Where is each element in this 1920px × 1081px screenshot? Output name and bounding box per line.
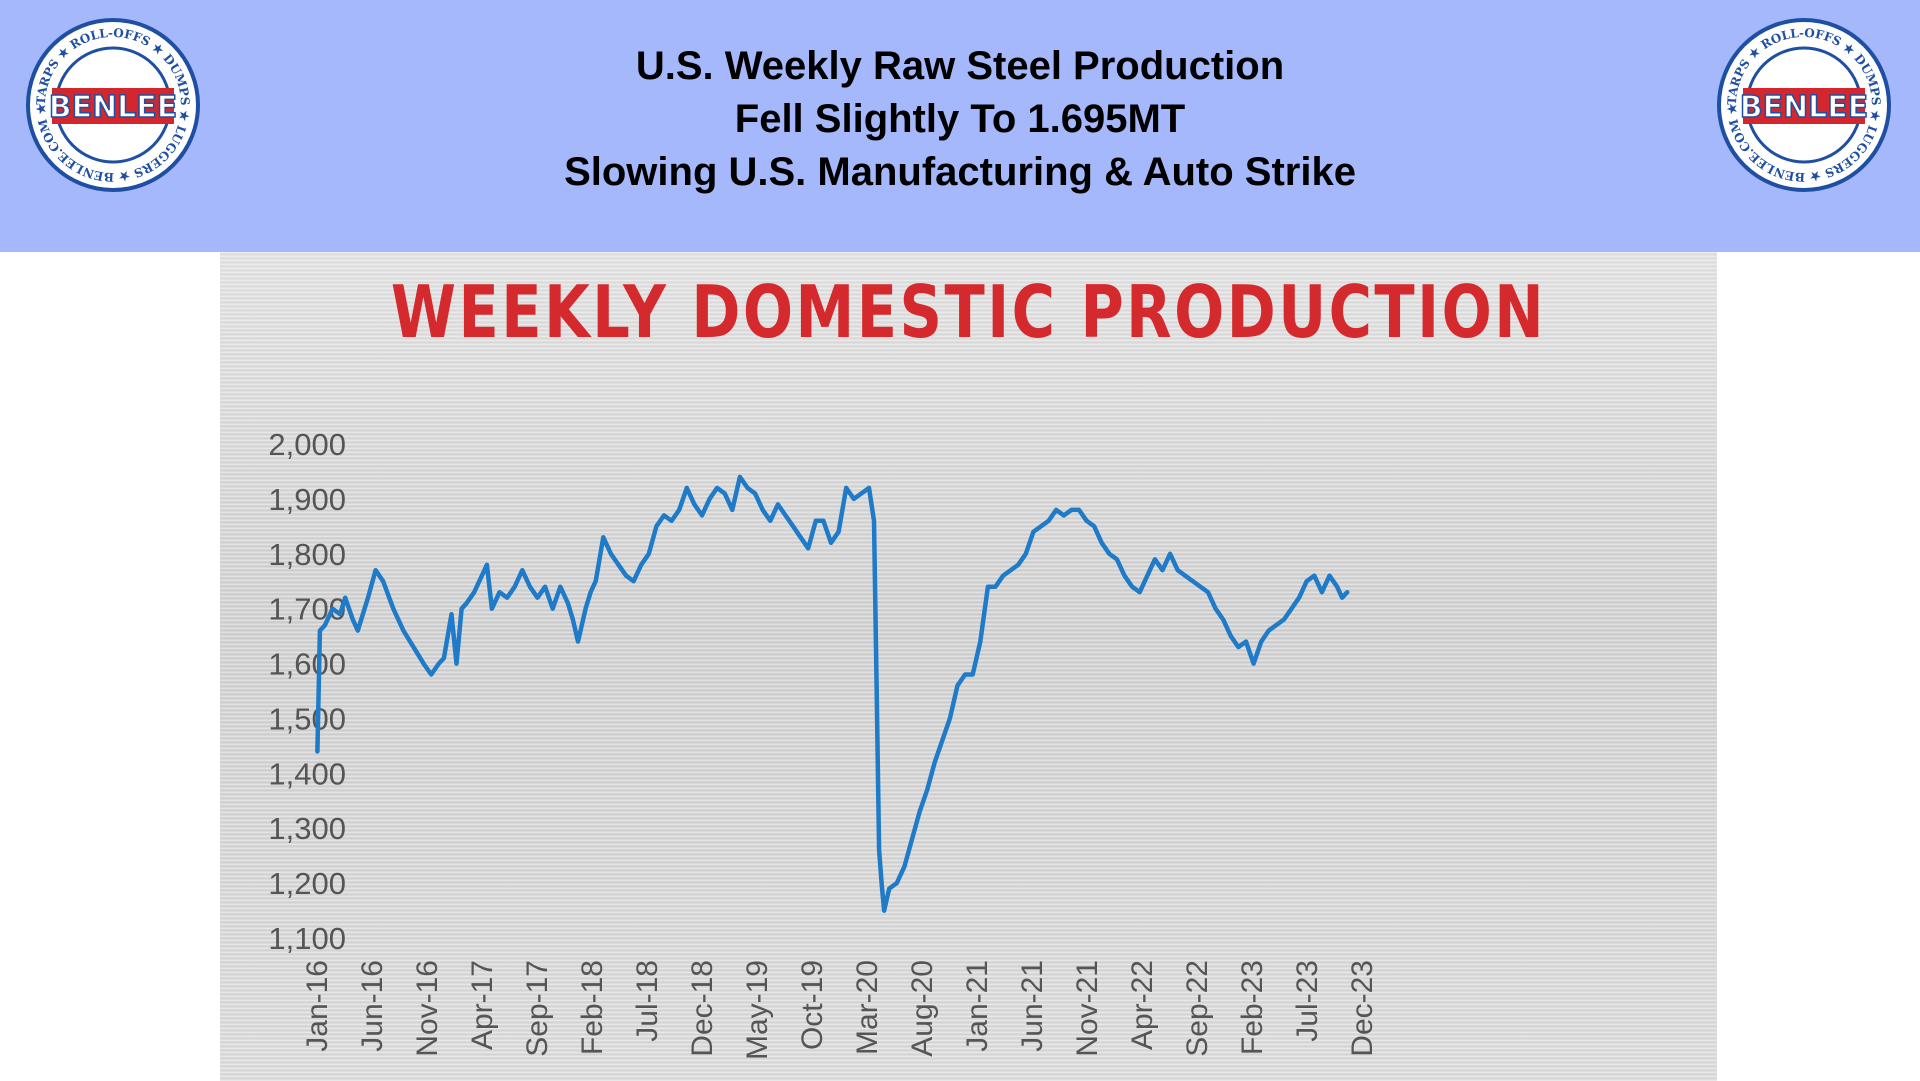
x-tick-label: Dec-18 [686,960,719,1057]
x-tick-label: Jul-23 [1291,960,1324,1042]
x-tick-label: Jan-16 [301,960,334,1052]
x-tick-label: Nov-16 [411,960,444,1057]
y-tick-label: 1,100 [268,921,346,956]
x-tick-label: Nov-21 [1071,960,1104,1057]
x-tick-label: Oct-19 [796,960,829,1050]
x-tick-label: Dec-23 [1346,960,1379,1057]
headline-line-1: U.S. Weekly Raw Steel Production [635,44,1285,88]
x-tick-label: Jan-21 [961,960,994,1052]
y-tick-label: 1,300 [268,811,346,846]
x-tick-label: Feb-18 [576,960,609,1055]
brushed-metal-texture [220,252,1717,1081]
x-tick-label: May-19 [741,960,774,1060]
x-tick-label: Feb-23 [1236,960,1269,1055]
y-tick-label: 1,500 [268,701,346,736]
benlee-logo-left[interactable]: TARPS ★ ROLL-OFFS ★ DUMPS ★ LUGGERS ★ BE… [26,18,200,192]
x-tick-label: Jun-16 [356,960,389,1052]
chart-plot: 2,0001,9001,8001,7001,6001,5001,4001,300… [268,427,1379,1060]
y-tick-label: 1,400 [268,756,346,791]
chart-title: WEEKLY DOMESTIC PRODUCTION [390,270,1547,354]
logo-brand-text: BENLEE [1740,90,1869,125]
series-line [315,474,1350,913]
x-tick-label: Sep-17 [521,960,554,1057]
x-tick-label: Sep-22 [1181,960,1214,1057]
benlee-logo-right[interactable]: TARPS ★ ROLL-OFFS ★ DUMPS ★ LUGGERS ★ BE… [1717,18,1891,192]
logo-brand-text: BENLEE [49,90,178,125]
x-tick-label: Jul-18 [631,960,664,1042]
x-tick-label: Apr-22 [1126,960,1159,1050]
x-tick-label: Apr-17 [466,960,499,1050]
headline-line-2: Fell Slightly To 1.695MT [734,97,1186,141]
header-banner [0,0,1920,252]
y-tick-label: 1,200 [268,866,346,901]
y-tick-label: 2,000 [268,427,346,462]
headline-line-3: Slowing U.S. Manufacturing & Auto Strike [564,150,1356,194]
x-tick-label: Aug-20 [906,960,939,1057]
y-tick-label: 1,900 [268,482,346,517]
x-tick-label: Mar-20 [851,960,884,1055]
chart-panel: WEEKLY DOMESTIC PRODUCTION 2,000 1,900 1,8… [220,252,1717,1081]
x-tick-label: Jun-21 [1016,960,1049,1052]
headline: U.S. Weekly Raw Steel Production Fell Sl… [300,40,1620,199]
y-tick-label: 1,800 [268,537,346,572]
y-tick-label: 1,600 [268,647,346,682]
